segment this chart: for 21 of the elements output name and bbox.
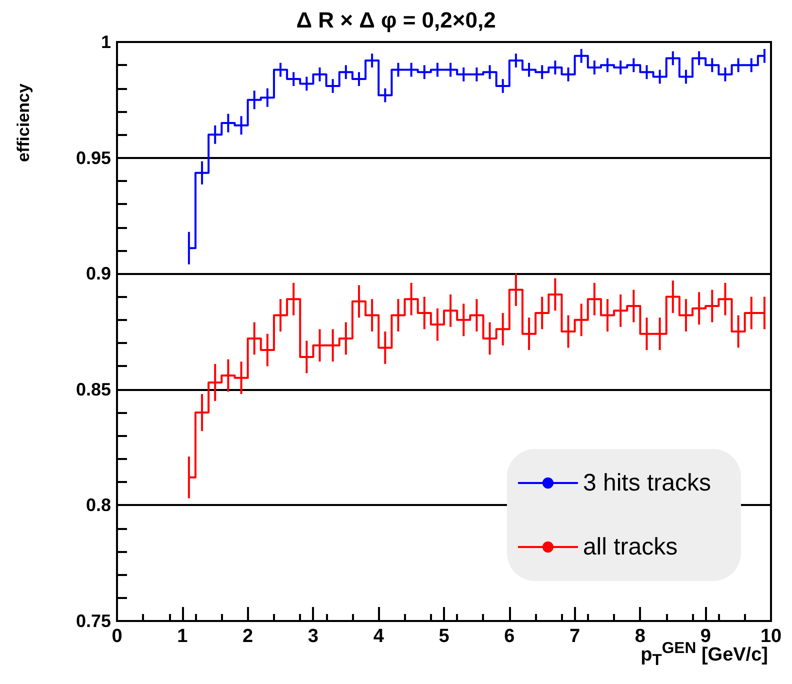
x-tick-label: 3 <box>308 626 318 647</box>
x-tick-label: 7 <box>570 626 580 647</box>
y-tick-label: 0.95 <box>76 148 111 168</box>
x-tick-label: 8 <box>634 626 646 647</box>
x-tick-label: 0 <box>112 626 122 647</box>
y-tick-label: 1 <box>100 32 111 52</box>
x-tick-label: 4 <box>373 626 384 647</box>
x-tick-label: 6 <box>504 626 515 647</box>
x-tick-label: 9 <box>700 626 711 647</box>
x-tick-label: 10 <box>760 626 782 647</box>
x-tick-label: 2 <box>242 626 254 647</box>
y-tick-label: 0.85 <box>76 379 111 400</box>
y-tick-label: 0.8 <box>86 495 111 516</box>
legend-label: 3 hits tracks <box>582 470 712 496</box>
y-tick-label: 0.9 <box>86 264 111 284</box>
x-tick-label: 5 <box>438 626 450 647</box>
y-tick-label: 0.75 <box>76 611 111 631</box>
chart-title: Δ R × Δ φ = 0,2×0,2 <box>296 8 496 32</box>
legend-label: all tracks <box>582 534 678 560</box>
y-axis-title: efficiency <box>14 84 34 162</box>
x-tick-label: 1 <box>177 626 188 647</box>
